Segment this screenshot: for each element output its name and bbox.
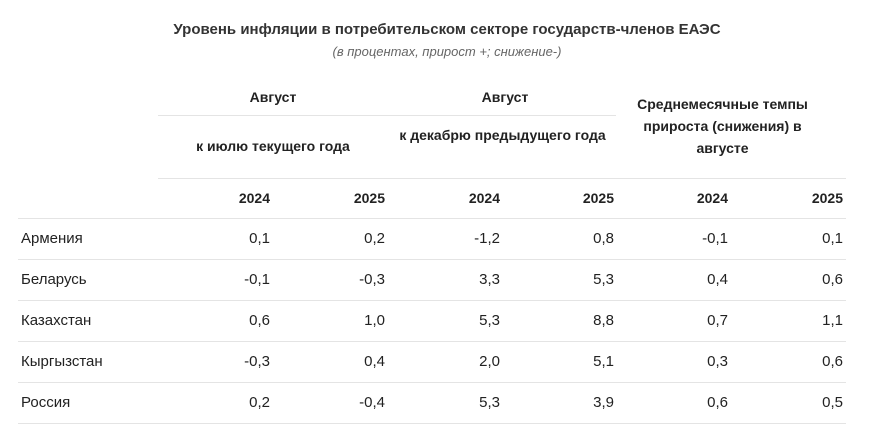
table-row: Кыргызстан -0,3 0,4 2,0 5,1 0,3 0,6 xyxy=(0,342,894,382)
table-cell: -0,3 xyxy=(244,353,270,370)
year-header: 2025 xyxy=(811,190,843,206)
table-cell: 0,2 xyxy=(364,230,385,247)
row-divider xyxy=(18,341,846,342)
table-cell: 5,3 xyxy=(479,312,500,329)
table-cell: 0,4 xyxy=(707,271,728,288)
table-cell: 3,9 xyxy=(593,394,614,411)
year-header: 2024 xyxy=(238,190,270,206)
table-cell: 0,8 xyxy=(593,230,614,247)
table-title: Уровень инфляции в потребительском секто… xyxy=(173,21,721,38)
table-cell: 0,6 xyxy=(249,312,270,329)
year-header: 2025 xyxy=(353,190,385,206)
table-cell: -0,1 xyxy=(244,271,270,288)
row-divider xyxy=(18,423,846,424)
table-cell: 0,1 xyxy=(249,230,270,247)
country-name: Армения xyxy=(21,230,83,247)
table-cell: -1,2 xyxy=(474,230,500,247)
table-row: Россия 0,2 -0,4 5,3 3,9 0,6 0,5 xyxy=(0,383,894,423)
country-name: Беларусь xyxy=(21,271,87,288)
table-row: Беларусь -0,1 -0,3 3,3 5,3 0,4 0,6 xyxy=(0,260,894,300)
table-cell: 1,0 xyxy=(364,312,385,329)
row-divider xyxy=(18,259,846,260)
table-cell: -0,1 xyxy=(702,230,728,247)
table-row: Армения 0,1 0,2 -1,2 0,8 -0,1 0,1 xyxy=(0,219,894,259)
table-cell: 5,3 xyxy=(593,271,614,288)
table-cell: 0,7 xyxy=(707,312,728,329)
table-cell: 5,3 xyxy=(479,394,500,411)
group-1-title: Август xyxy=(249,89,297,105)
table-cell: 0,6 xyxy=(707,394,728,411)
year-header: 2024 xyxy=(696,190,728,206)
table-cell: 0,6 xyxy=(822,271,843,288)
year-header: 2025 xyxy=(582,190,614,206)
table-cell: -0,3 xyxy=(359,271,385,288)
row-divider xyxy=(18,300,846,301)
country-name: Казахстан xyxy=(21,312,92,329)
table-subtitle: (в процентах, прирост +; снижение-) xyxy=(332,44,562,59)
header-divider xyxy=(158,178,846,179)
country-name: Кыргызстан xyxy=(21,353,103,370)
group-2-title: Август xyxy=(481,89,529,105)
table-cell: 0,2 xyxy=(249,394,270,411)
table-cell: 0,5 xyxy=(822,394,843,411)
table-cell: 1,1 xyxy=(822,312,843,329)
table-cell: 0,3 xyxy=(707,353,728,370)
table-cell: 0,6 xyxy=(822,353,843,370)
group-divider xyxy=(158,115,616,116)
table-cell: 5,1 xyxy=(593,353,614,370)
table-cell: 3,3 xyxy=(479,271,500,288)
table-cell: 0,4 xyxy=(364,353,385,370)
row-divider xyxy=(18,382,846,383)
year-header: 2024 xyxy=(468,190,500,206)
table-row: Казахстан 0,6 1,0 5,3 8,8 0,7 1,1 xyxy=(0,301,894,341)
table-cell: -0,4 xyxy=(359,394,385,411)
table-cell: 8,8 xyxy=(593,312,614,329)
group-3-title: Среднемесячные темпы прироста (снижения)… xyxy=(637,96,808,156)
row-divider xyxy=(18,218,846,219)
table-cell: 0,1 xyxy=(822,230,843,247)
group-1-subtitle: к июлю текущего года xyxy=(196,138,350,154)
table-cell: 2,0 xyxy=(479,353,500,370)
group-2-subtitle: к декабрю предыдущего года xyxy=(399,127,606,143)
country-name: Россия xyxy=(21,394,71,411)
